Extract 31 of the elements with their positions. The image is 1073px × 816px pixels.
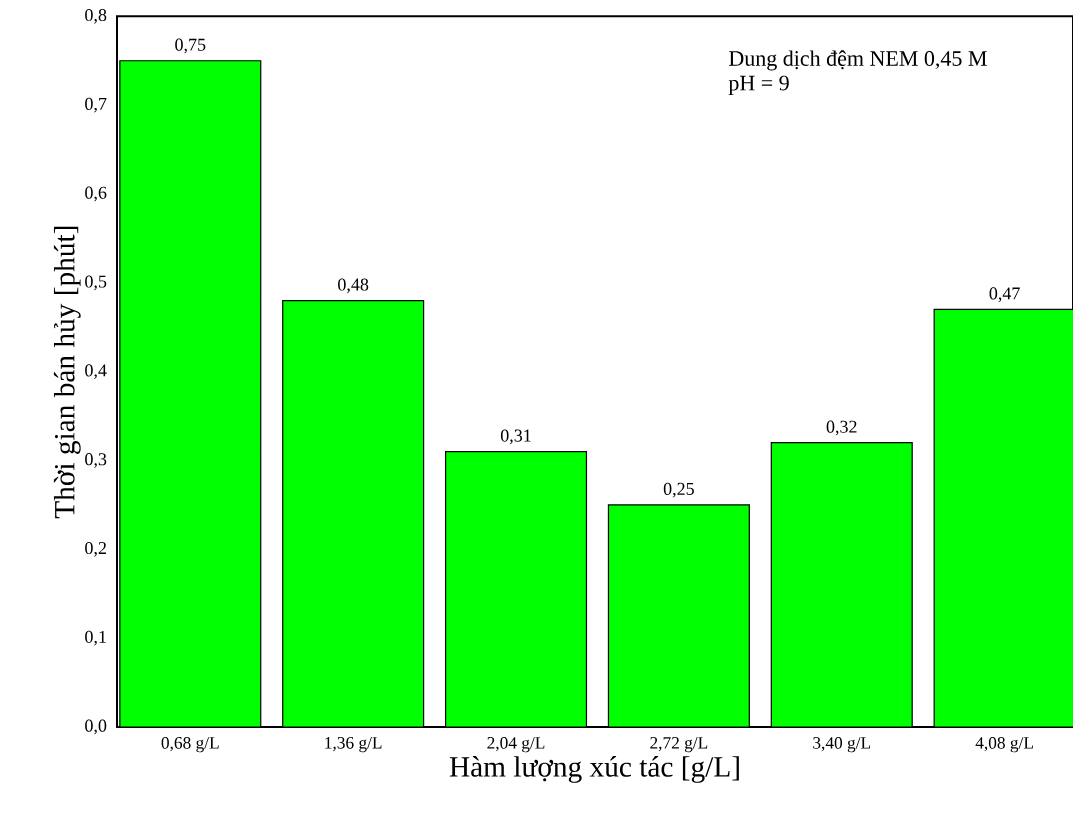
x-tick-label: 3,40 g/L xyxy=(813,737,871,753)
data-label: 0,48 xyxy=(338,278,369,294)
x-axis-title: Hàm lượng xúc tác [g/L] xyxy=(449,756,739,783)
y-tick-label: 0,4 xyxy=(85,364,107,380)
x-tick-label: 2,72 g/L xyxy=(650,737,708,753)
y-tick-label: 0,0 xyxy=(85,719,107,735)
bar xyxy=(282,300,424,727)
data-label: 0,47 xyxy=(989,287,1020,303)
annotation: pH = 9 xyxy=(728,75,789,95)
data-label: 0,25 xyxy=(663,482,694,498)
y-tick-label: 0,7 xyxy=(85,97,107,113)
bar xyxy=(933,308,1073,728)
y-tick-label: 0,3 xyxy=(85,453,107,468)
data-label: 0,32 xyxy=(826,420,857,436)
x-tick-label: 1,36 g/L xyxy=(325,737,382,753)
y-tick-label: 0,6 xyxy=(85,186,107,202)
x-tick-label: 4,08 g/L xyxy=(975,737,1033,753)
y-tick-label: 0,2 xyxy=(85,541,106,557)
y-tick-label: 0,5 xyxy=(85,275,107,291)
data-label: 0,31 xyxy=(500,429,531,445)
bar xyxy=(445,451,587,727)
x-tick-label: 2,04 g/L xyxy=(487,737,545,753)
bar xyxy=(608,504,750,727)
data-label: 0,75 xyxy=(175,38,206,54)
bar xyxy=(119,60,261,727)
x-tick-label: 0,68 g/L xyxy=(161,737,219,753)
y-axis-title: Thời gian bán hủy [phút] xyxy=(53,226,81,519)
bar xyxy=(771,442,913,727)
y-tick-label: 0,1 xyxy=(85,630,106,646)
y-tick-label: 0,8 xyxy=(85,8,107,24)
annotation: Dung dịch đệm NEM 0,45 M xyxy=(729,50,987,71)
